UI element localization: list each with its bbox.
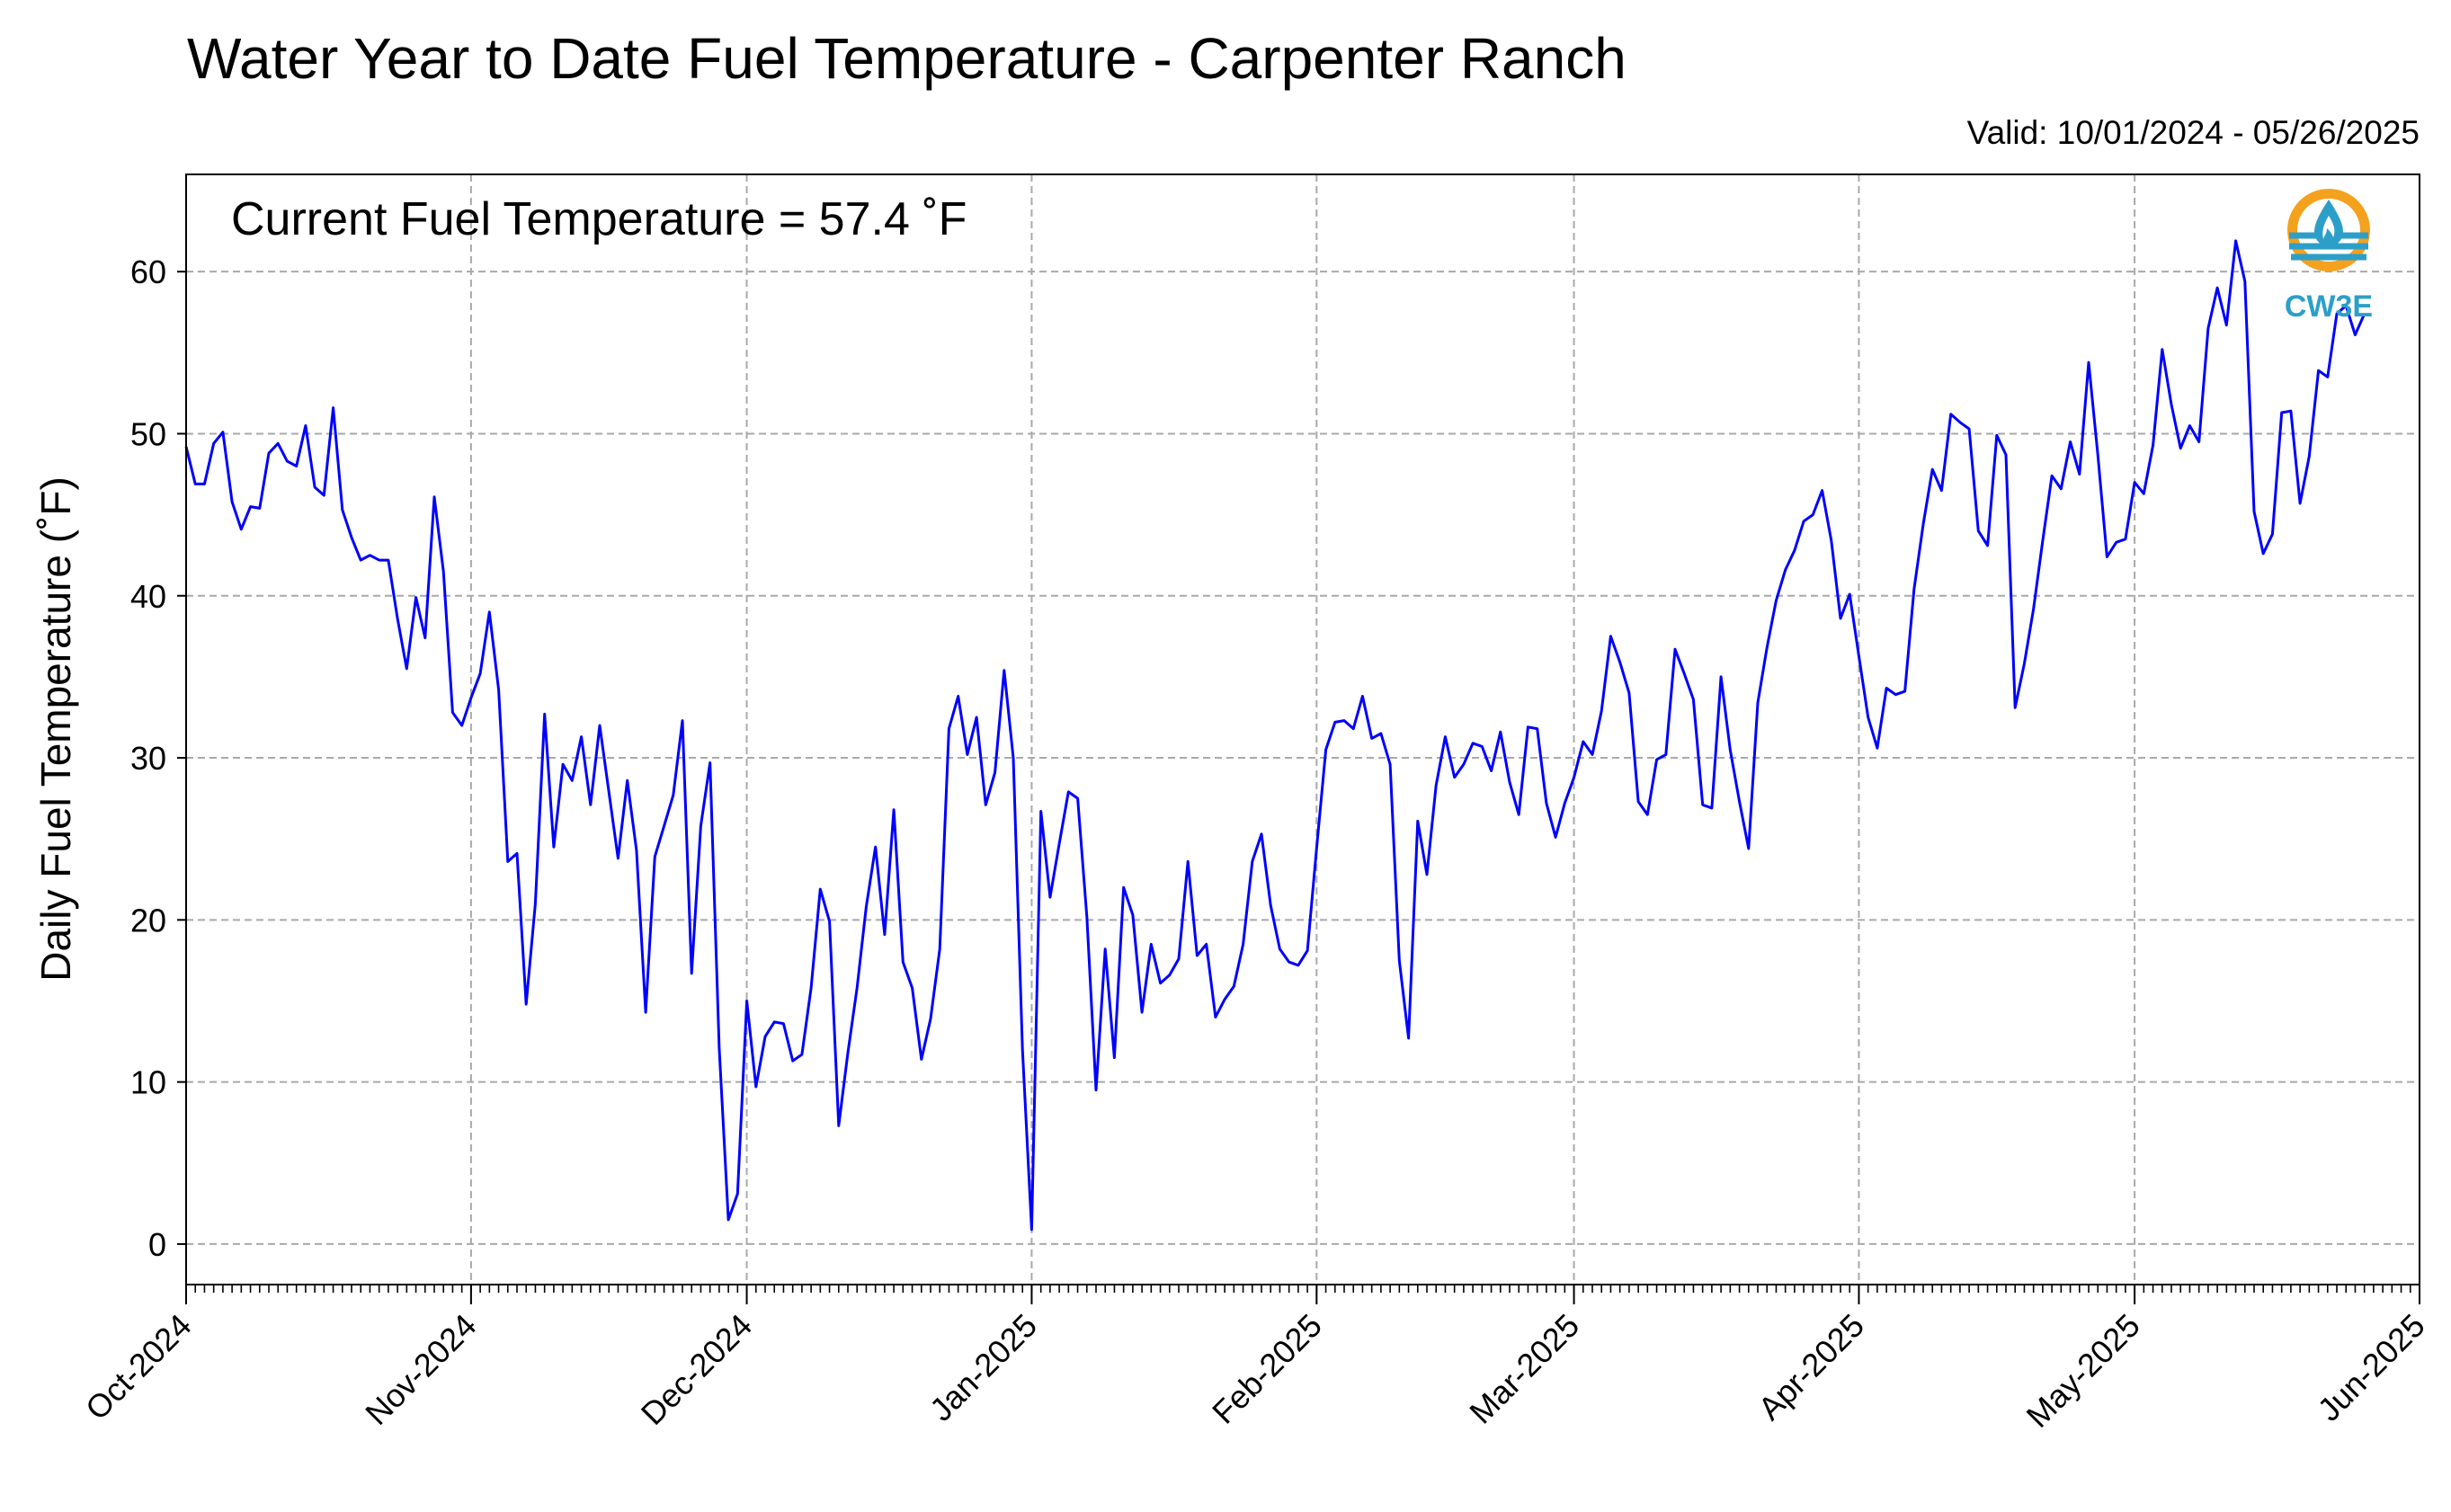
y-tick-label: 20	[130, 902, 166, 938]
x-tick-label: Jan-2025	[922, 1307, 1044, 1428]
y-tick-label: 50	[130, 415, 166, 452]
y-tick-label: 60	[130, 253, 166, 290]
axes: 0 10 20 30 40 50 60 Oct-2024 Nov-2024 Dec-2024 Jan…	[78, 253, 2432, 1435]
y-tick-label: 0	[148, 1226, 166, 1263]
x-tick-label: Apr-2025	[1751, 1307, 1871, 1428]
x-tick-label: Jun-2025	[2311, 1307, 2432, 1428]
x-tick-label: May-2025	[2019, 1307, 2147, 1435]
x-tick-label: Dec-2024	[634, 1307, 759, 1432]
x-tick-label: Mar-2025	[1462, 1307, 1586, 1431]
cw3e-logo: CW3E	[2285, 189, 2373, 324]
fuel-temperature-line	[184, 239, 2366, 1232]
current-value-annotation: Current Fuel Temperature = 57.4 ˚F	[231, 193, 967, 245]
flame-icon	[2322, 216, 2335, 239]
chart-subtitle: Valid: 10/01/2024 - 05/26/2025	[1967, 114, 2420, 151]
grid-lines	[185, 174, 2420, 1285]
logo-text: CW3E	[2285, 289, 2373, 324]
y-tick-label: 30	[130, 740, 166, 777]
x-tick-label: Oct-2024	[78, 1307, 199, 1428]
data-series	[184, 239, 2366, 1232]
y-tick-label: 10	[130, 1064, 166, 1101]
y-tick-label: 40	[130, 578, 166, 615]
plot-frame	[185, 173, 2420, 1285]
x-tick-label: Nov-2024	[358, 1307, 483, 1432]
chart-title: Water Year to Date Fuel Temperature - Ca…	[187, 26, 1627, 91]
x-tick-label: Feb-2025	[1205, 1307, 1329, 1431]
y-axis-label: Daily Fuel Temperature (˚F)	[32, 476, 79, 982]
